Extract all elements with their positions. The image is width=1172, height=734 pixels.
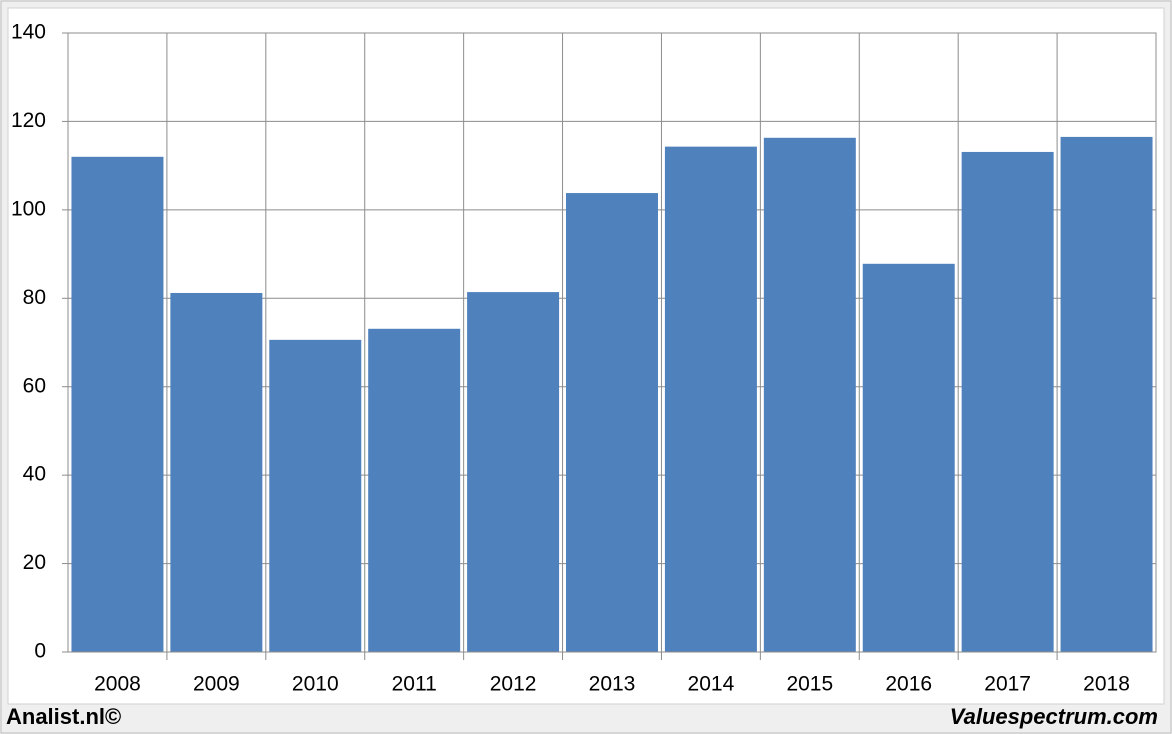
x-tick-label: 2008 <box>94 673 141 696</box>
y-tick-label: 60 <box>23 374 46 397</box>
bar <box>961 151 1054 652</box>
y-tick-label: 120 <box>11 109 46 132</box>
x-tick-label: 2013 <box>589 673 636 696</box>
y-tick-label: 20 <box>23 551 46 574</box>
footer-left: Analist.nl© <box>6 704 121 729</box>
bar <box>1060 136 1153 652</box>
x-tick-label: 2011 <box>392 673 437 696</box>
y-tick-label: 100 <box>11 197 46 220</box>
footer-right: Valuespectrum.com <box>950 704 1158 729</box>
x-tick-label: 2009 <box>193 673 240 696</box>
bar <box>71 156 164 653</box>
y-tick-label: 140 <box>11 21 46 44</box>
bar <box>170 292 263 652</box>
x-tick-label: 2018 <box>1083 673 1130 696</box>
bar <box>862 263 955 652</box>
x-tick-label: 2014 <box>688 673 735 696</box>
x-tick-label: 2012 <box>490 673 537 696</box>
x-tick-label: 2016 <box>885 673 932 696</box>
x-tick-label: 2015 <box>786 673 833 696</box>
bar <box>467 292 560 652</box>
bar <box>368 328 461 652</box>
bar <box>566 193 658 652</box>
bar <box>269 339 362 652</box>
bar <box>664 146 757 652</box>
x-tick-label: 2010 <box>292 673 339 696</box>
y-tick-label: 40 <box>23 463 46 486</box>
bar <box>763 137 856 653</box>
y-tick-label: 80 <box>23 286 46 309</box>
x-tick-label: 2017 <box>984 673 1031 696</box>
y-tick-label: 0 <box>34 640 46 663</box>
